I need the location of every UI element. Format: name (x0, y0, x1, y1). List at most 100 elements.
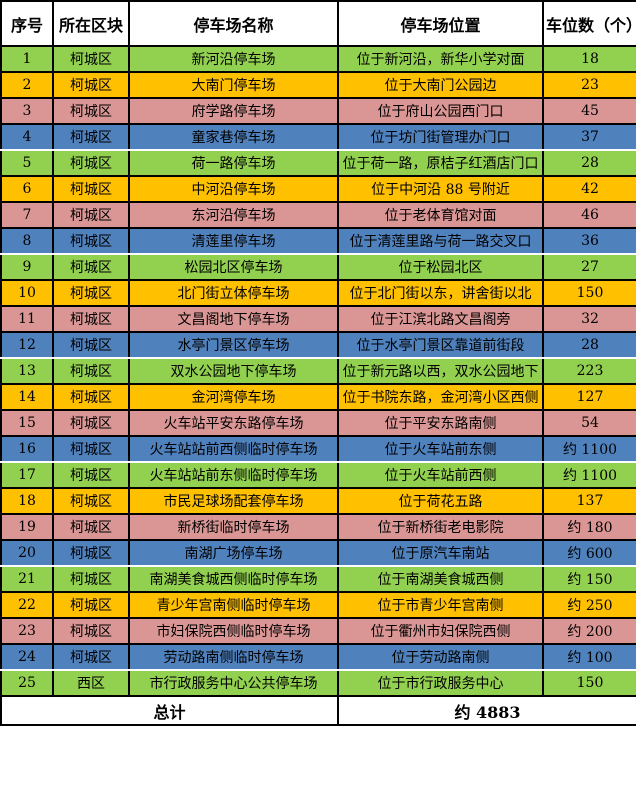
location-cell: 位于新元路以西，双水公园地下 (337, 357, 544, 385)
district-cell: 柯城区 (52, 591, 130, 619)
parking-name-cell: 中河沿停车场 (128, 175, 339, 203)
district-cell: 柯城区 (52, 461, 130, 489)
district-cell: 柯城区 (52, 305, 130, 333)
serial-cell: 12 (0, 331, 54, 359)
table-header: 序号 所在区块 停车场名称 停车场位置 车位数（个） (0, 0, 636, 47)
parking-name-cell: 劳动路南侧临时停车场 (128, 643, 339, 671)
parking-name-cell: 童家巷停车场 (128, 123, 339, 151)
column-header-location: 停车场位置 (337, 0, 544, 47)
location-cell: 位于衢州市妇保院西侧 (337, 617, 544, 645)
district-cell: 柯城区 (52, 279, 130, 307)
table-row: 22 柯城区 青少年宫南侧临时停车场 位于市青少年宫南侧 约 250 (0, 591, 636, 619)
column-header-spaces: 车位数（个） (542, 0, 636, 47)
column-header-serial: 序号 (0, 0, 54, 47)
serial-cell: 24 (0, 643, 54, 671)
location-cell: 位于府山公园西门口 (337, 97, 544, 125)
serial-cell: 23 (0, 617, 54, 645)
spaces-cell: 37 (542, 123, 636, 151)
location-cell: 位于新河沿，新华小学对面 (337, 45, 544, 73)
table-row: 10 柯城区 北门街立体停车场 位于北门街以东，讲舍街以北 150 (0, 279, 636, 307)
location-cell: 位于松园北区 (337, 253, 544, 281)
table-row: 20 柯城区 南湖广场停车场 位于原汽车南站 约 600 (0, 539, 636, 567)
spaces-cell: 约 180 (542, 513, 636, 541)
table-body: 1 柯城区 新河沿停车场 位于新河沿，新华小学对面 18 2 柯城区 大南门停车… (0, 45, 636, 697)
location-cell: 位于新桥街老电影院 (337, 513, 544, 541)
spaces-cell: 约 150 (542, 565, 636, 593)
spaces-cell: 约 200 (542, 617, 636, 645)
table-row: 13 柯城区 双水公园地下停车场 位于新元路以西，双水公园地下 223 (0, 357, 636, 385)
parking-name-cell: 火车站平安东路停车场 (128, 409, 339, 437)
column-header-name: 停车场名称 (128, 0, 339, 47)
header-row: 序号 所在区块 停车场名称 停车场位置 车位数（个） (0, 0, 636, 47)
table-row: 1 柯城区 新河沿停车场 位于新河沿，新华小学对面 18 (0, 45, 636, 73)
parking-name-cell: 松园北区停车场 (128, 253, 339, 281)
serial-cell: 25 (0, 669, 54, 697)
location-cell: 位于中河沿 88 号附近 (337, 175, 544, 203)
district-cell: 柯城区 (52, 357, 130, 385)
district-cell: 西区 (52, 669, 130, 697)
serial-cell: 21 (0, 565, 54, 593)
column-header-district: 所在区块 (52, 0, 130, 47)
parking-name-cell: 市妇保院西侧临时停车场 (128, 617, 339, 645)
table-row: 5 柯城区 荷一路停车场 位于荷一路，原桔子红酒店门口 28 (0, 149, 636, 177)
spaces-cell: 42 (542, 175, 636, 203)
serial-cell: 13 (0, 357, 54, 385)
table-row: 8 柯城区 清莲里停车场 位于清莲里路与荷一路交叉口 36 (0, 227, 636, 255)
district-cell: 柯城区 (52, 149, 130, 177)
location-cell: 位于劳动路南侧 (337, 643, 544, 671)
parking-name-cell: 新河沿停车场 (128, 45, 339, 73)
table-row: 24 柯城区 劳动路南侧临时停车场 位于劳动路南侧 约 100 (0, 643, 636, 671)
table-row: 3 柯城区 府学路停车场 位于府山公园西门口 45 (0, 97, 636, 125)
spaces-cell: 127 (542, 383, 636, 411)
parking-name-cell: 火车站站前西侧临时停车场 (128, 435, 339, 463)
table-row: 17 柯城区 火车站站前东侧临时停车场 位于火车站前西侧 约 1100 (0, 461, 636, 489)
serial-cell: 15 (0, 409, 54, 437)
district-cell: 柯城区 (52, 487, 130, 515)
total-value-cell: 约 4883 (337, 695, 636, 726)
parking-name-cell: 府学路停车场 (128, 97, 339, 125)
serial-cell: 20 (0, 539, 54, 567)
serial-cell: 16 (0, 435, 54, 463)
parking-name-cell: 荷一路停车场 (128, 149, 339, 177)
serial-cell: 7 (0, 201, 54, 229)
table-row: 2 柯城区 大南门停车场 位于大南门公园边 23 (0, 71, 636, 99)
location-cell: 位于坊门街管理办门口 (337, 123, 544, 151)
location-cell: 位于老体育馆对面 (337, 201, 544, 229)
district-cell: 柯城区 (52, 565, 130, 593)
table-row: 19 柯城区 新桥街临时停车场 位于新桥街老电影院 约 180 (0, 513, 636, 541)
parking-name-cell: 市民足球场配套停车场 (128, 487, 339, 515)
district-cell: 柯城区 (52, 383, 130, 411)
district-cell: 柯城区 (52, 409, 130, 437)
serial-cell: 22 (0, 591, 54, 619)
district-cell: 柯城区 (52, 253, 130, 281)
parking-name-cell: 青少年宫南侧临时停车场 (128, 591, 339, 619)
spaces-cell: 28 (542, 331, 636, 359)
district-cell: 柯城区 (52, 617, 130, 645)
serial-cell: 4 (0, 123, 54, 151)
spaces-cell: 223 (542, 357, 636, 385)
table-row: 11 柯城区 文昌阁地下停车场 位于江滨北路文昌阁旁 32 (0, 305, 636, 333)
district-cell: 柯城区 (52, 539, 130, 567)
district-cell: 柯城区 (52, 123, 130, 151)
spaces-cell: 约 600 (542, 539, 636, 567)
parking-name-cell: 东河沿停车场 (128, 201, 339, 229)
spaces-cell: 32 (542, 305, 636, 333)
total-label-cell: 总计 (0, 695, 339, 726)
spaces-cell: 46 (542, 201, 636, 229)
spaces-cell: 28 (542, 149, 636, 177)
serial-cell: 3 (0, 97, 54, 125)
location-cell: 位于荷花五路 (337, 487, 544, 515)
parking-name-cell: 新桥街临时停车场 (128, 513, 339, 541)
location-cell: 位于市青少年宫南侧 (337, 591, 544, 619)
parking-name-cell: 南湖广场停车场 (128, 539, 339, 567)
district-cell: 柯城区 (52, 513, 130, 541)
location-cell: 位于原汽车南站 (337, 539, 544, 567)
spaces-cell: 18 (542, 45, 636, 73)
spaces-cell: 约 1100 (542, 435, 636, 463)
serial-cell: 2 (0, 71, 54, 99)
district-cell: 柯城区 (52, 331, 130, 359)
serial-cell: 19 (0, 513, 54, 541)
parking-name-cell: 清莲里停车场 (128, 227, 339, 255)
serial-cell: 8 (0, 227, 54, 255)
location-cell: 位于荷一路，原桔子红酒店门口 (337, 149, 544, 177)
